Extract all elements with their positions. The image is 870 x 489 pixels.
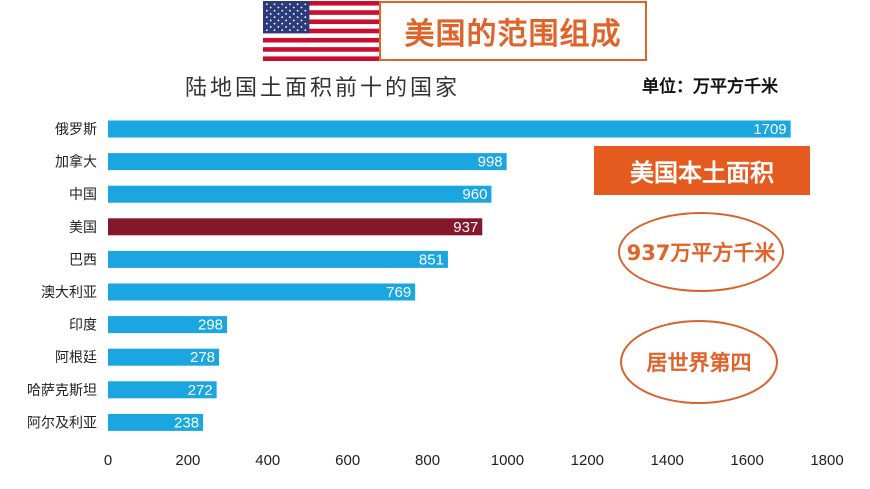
x-tick-label: 1000	[491, 452, 524, 469]
x-tick-label: 1800	[810, 452, 843, 469]
unit-label: 单位：万平方千米	[642, 77, 778, 97]
bar	[108, 413, 204, 431]
data-label: 298	[198, 317, 223, 334]
us-flag-icon	[263, 1, 379, 61]
bar	[108, 120, 791, 138]
x-tick-label: 1200	[571, 452, 604, 469]
mainland-area-label: 美国本土面积	[594, 146, 810, 195]
bar	[108, 283, 416, 301]
category-label: 巴西	[69, 252, 97, 268]
category-label: 阿根廷	[55, 350, 97, 366]
x-tick-label: 600	[335, 452, 360, 469]
x-tick-label: 200	[175, 452, 200, 469]
category-label: 澳大利亚	[41, 285, 97, 301]
category-label: 美国	[69, 220, 97, 236]
area-value-ellipse: 937万平方千米	[618, 212, 784, 292]
category-label: 加拿大	[55, 154, 97, 171]
bar	[108, 153, 507, 171]
x-tick-label: 1600	[730, 452, 763, 469]
x-tick-label: 1400	[651, 452, 684, 469]
bar	[108, 381, 217, 399]
category-label: 印度	[69, 318, 97, 334]
bar	[108, 348, 220, 366]
data-label: 937	[453, 219, 478, 236]
bar	[108, 185, 492, 203]
x-tick-label: 800	[415, 452, 440, 469]
chart-title: 陆地国土面积前十的国家	[185, 76, 461, 101]
data-label: 960	[462, 186, 487, 203]
bar	[108, 316, 228, 334]
data-label: 851	[419, 251, 444, 268]
rank-ellipse: 居世界第四	[620, 320, 778, 404]
category-label: 哈萨克斯坦	[27, 383, 97, 399]
data-label: 998	[478, 154, 503, 171]
category-label: 俄罗斯	[55, 122, 97, 138]
x-tick-label: 400	[255, 452, 280, 469]
data-label: 272	[188, 382, 213, 399]
data-label: 1709	[753, 121, 786, 138]
data-label: 769	[386, 284, 411, 301]
bar	[108, 250, 448, 268]
data-label: 278	[190, 349, 215, 366]
category-label: 中国	[69, 187, 97, 203]
category-label: 阿尔及利亚	[27, 415, 97, 431]
data-label: 238	[174, 414, 199, 431]
bar-highlight	[108, 218, 483, 236]
page-title: 美国的范围组成	[379, 1, 647, 61]
x-tick-label: 0	[104, 452, 112, 469]
